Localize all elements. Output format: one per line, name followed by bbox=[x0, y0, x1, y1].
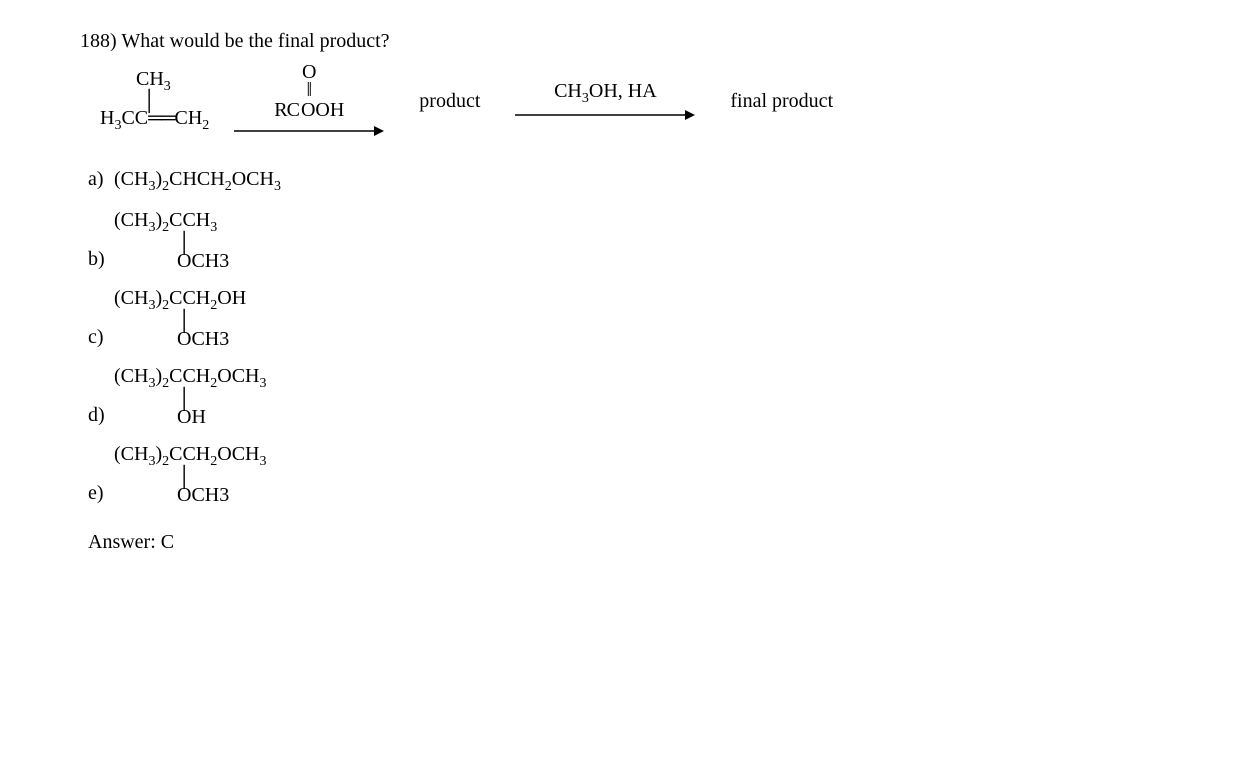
choice-e-sub: OCH3 bbox=[177, 484, 229, 506]
sm-ch3-top: CH bbox=[136, 68, 164, 90]
reaction-scheme: CH3 │ H3CC══CH2 O ‖ RCOOH product CH3OH,… bbox=[100, 63, 1164, 138]
arrow-1-block: O ‖ RCOOH bbox=[234, 63, 384, 138]
choice-d-sub: OH bbox=[177, 406, 206, 428]
arrow-2-block: CH3OH, HA bbox=[515, 79, 695, 122]
reagent-1: O ‖ RCOOH bbox=[274, 63, 344, 124]
choice-c-label: c) bbox=[88, 326, 114, 351]
choice-d-label: d) bbox=[88, 404, 114, 429]
choice-b-sub: OCH3 bbox=[177, 250, 229, 272]
answer-line: Answer: C bbox=[88, 531, 1164, 554]
choice-e-label: e) bbox=[88, 482, 114, 507]
arrow-1 bbox=[234, 124, 384, 138]
choice-c: c) (CH3)2CCH2OH │ OCH3 bbox=[88, 287, 1164, 351]
question-line: 188) What would be the final product? bbox=[80, 30, 1164, 53]
choice-b: b) (CH3)2CCH3 │ OCH3 bbox=[88, 209, 1164, 273]
final-product-label: final product bbox=[730, 90, 833, 112]
reagent-2: CH3OH, HA bbox=[554, 79, 657, 108]
answer-value: C bbox=[161, 531, 174, 553]
choice-a-label: a) bbox=[88, 168, 114, 191]
choice-e-body: (CH3)2CCH2OCH3 │ OCH3 bbox=[114, 443, 266, 507]
choice-d-body: (CH3)2CCH2OCH3 │ OH bbox=[114, 365, 266, 429]
choice-b-label: b) bbox=[88, 248, 114, 273]
choice-b-body: (CH3)2CCH3 │ OCH3 bbox=[114, 209, 229, 273]
choice-c-sub: OCH3 bbox=[177, 328, 229, 350]
question-text: What would be the final product? bbox=[121, 30, 389, 52]
choice-a: a) (CH3)2CHCH2OCH3 bbox=[88, 168, 1164, 195]
intermediate-label: product bbox=[419, 90, 480, 112]
arrow-2 bbox=[515, 108, 695, 122]
starting-material: CH3 │ H3CC══CH2 bbox=[100, 68, 209, 133]
sm-left: H bbox=[100, 107, 114, 129]
choice-a-body: (CH3)2CHCH2OCH3 bbox=[114, 168, 281, 195]
choice-c-body: (CH3)2CCH2OH │ OCH3 bbox=[114, 287, 246, 351]
answer-label: Answer: bbox=[88, 531, 156, 553]
question-number: 188) bbox=[80, 30, 117, 52]
choice-d: d) (CH3)2CCH2OCH3 │ OH bbox=[88, 365, 1164, 429]
carbonyl-bond: ‖ bbox=[302, 81, 316, 99]
choice-e: e) (CH3)2CCH2OCH3 │ OCH3 bbox=[88, 443, 1164, 507]
